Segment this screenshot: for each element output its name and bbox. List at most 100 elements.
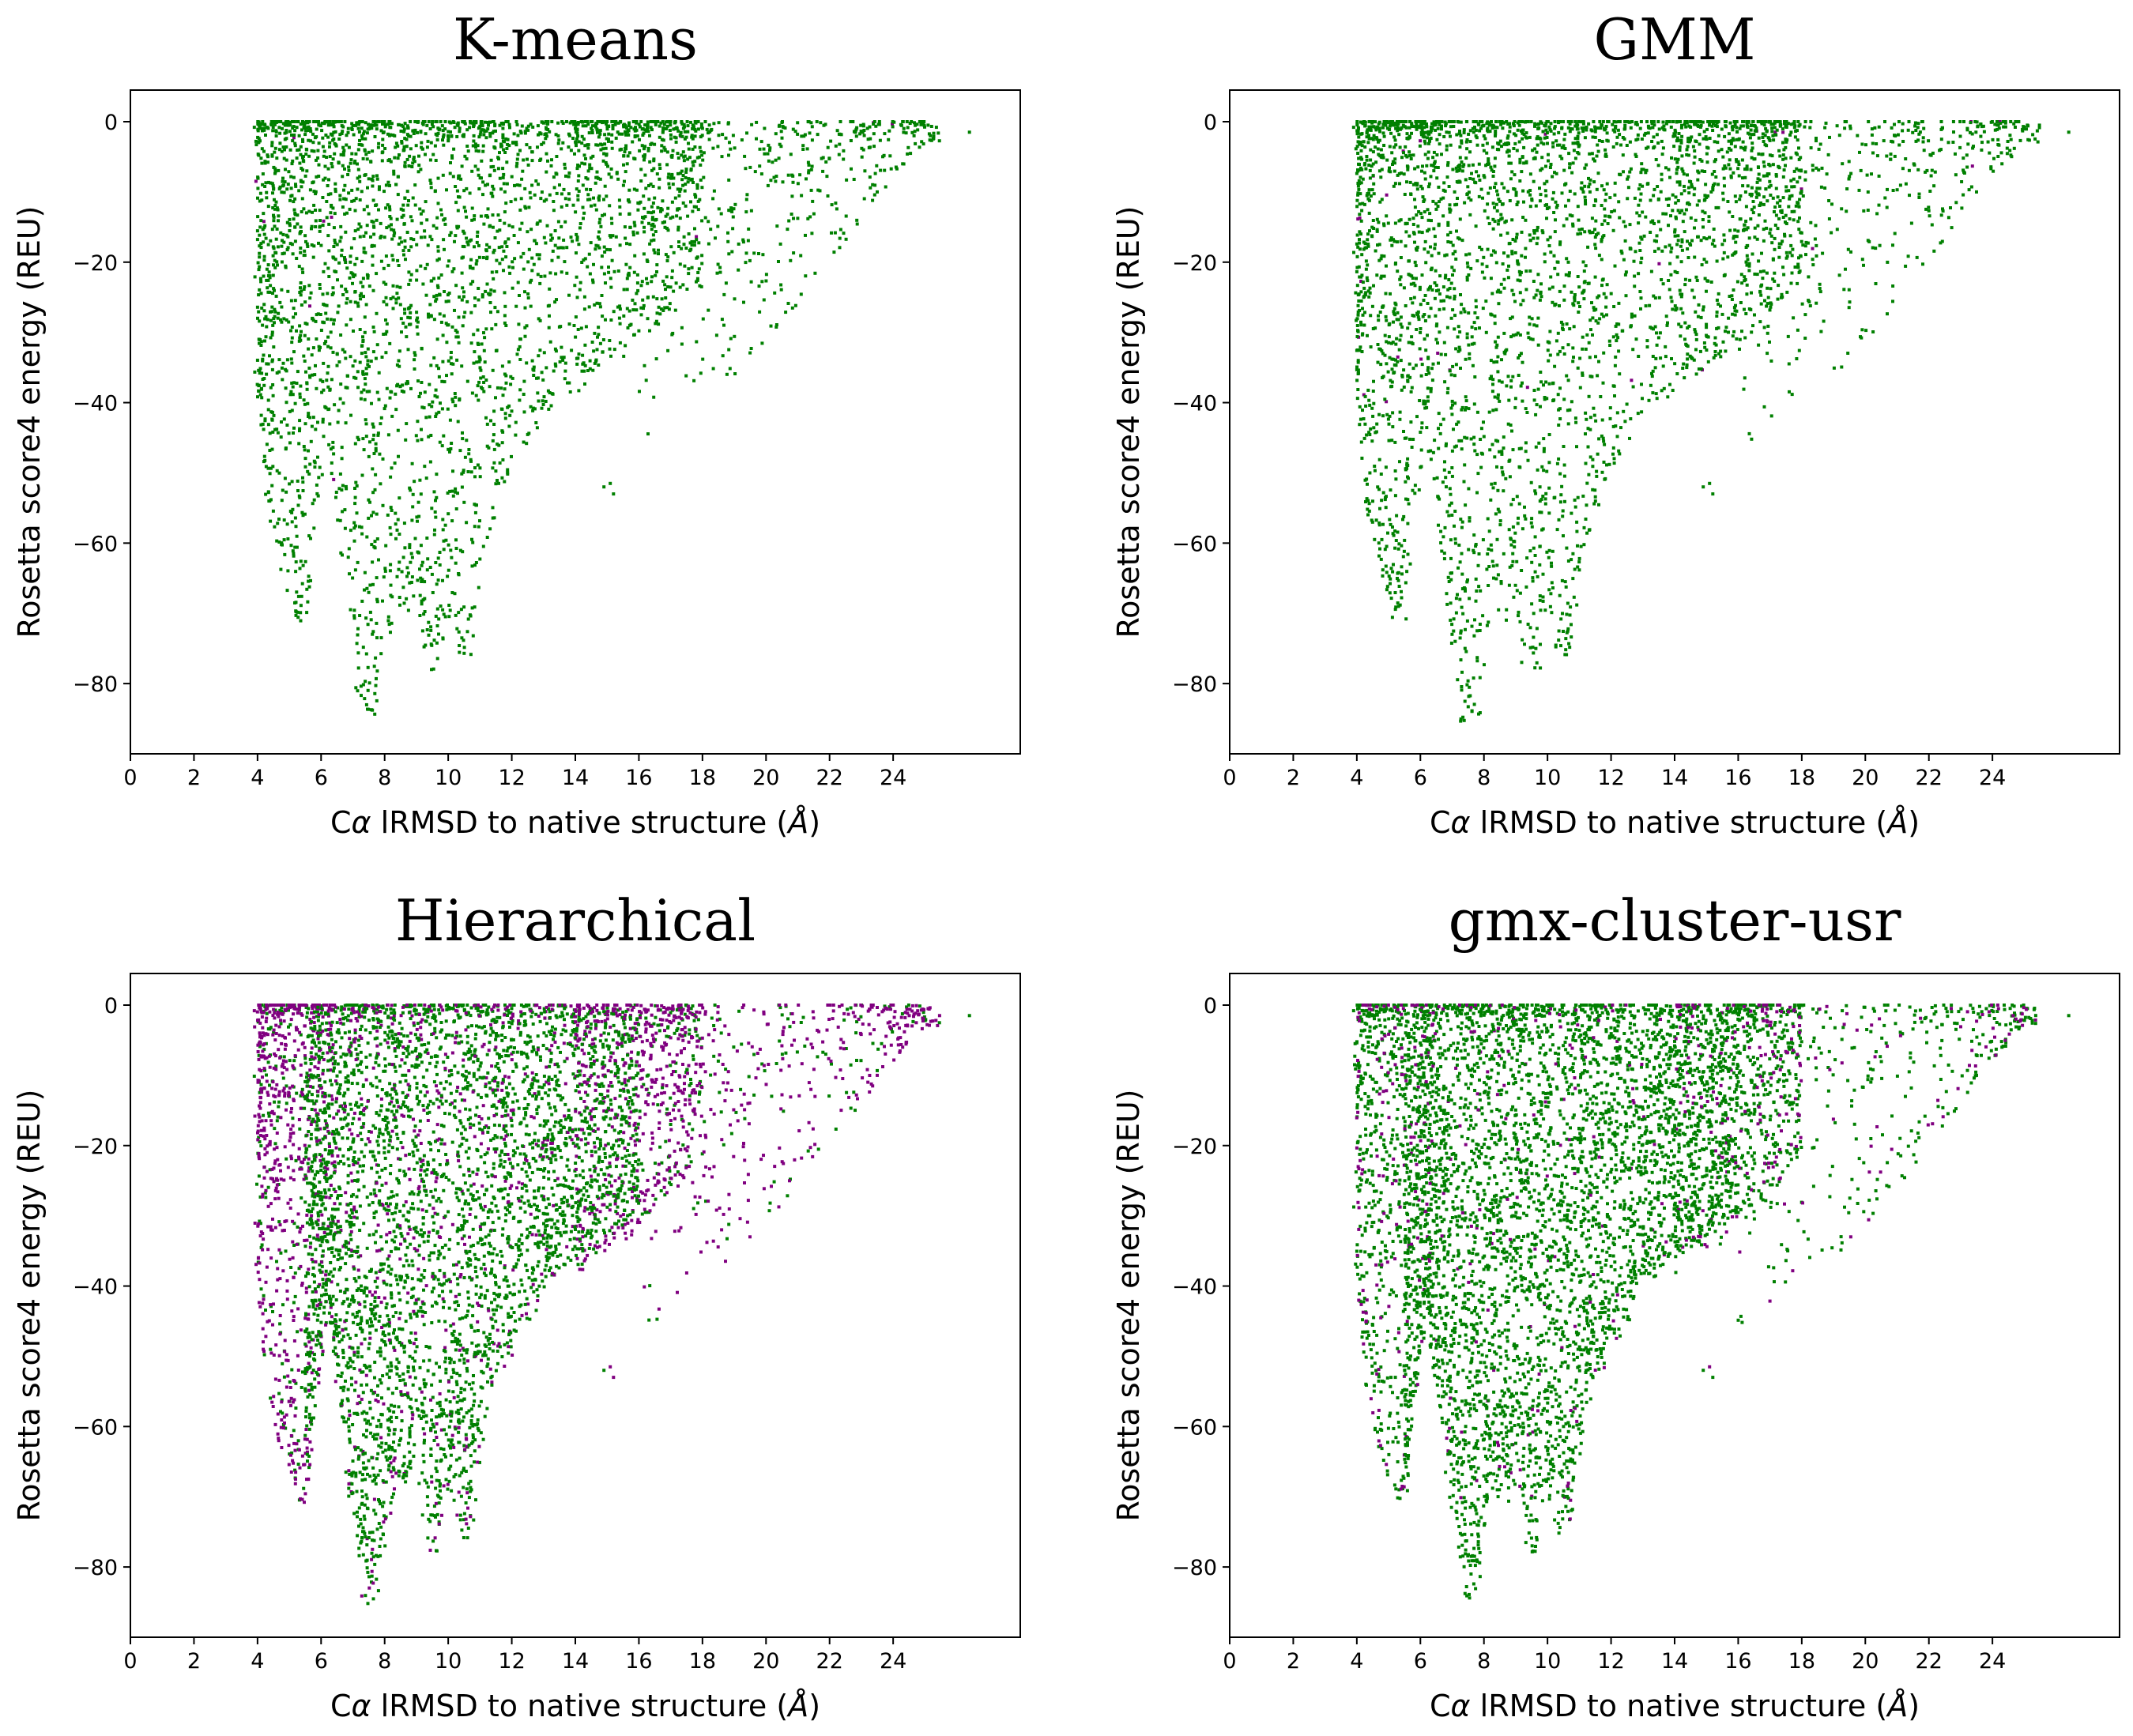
scatter-point-selected — [352, 608, 356, 612]
scatter-point-selected — [563, 361, 567, 365]
scatter-point-selected — [449, 121, 453, 125]
scatter-point-selected — [661, 129, 665, 133]
scatter-point-selected — [1449, 492, 1453, 496]
scatter-point-unselected — [1362, 393, 1366, 397]
scatter-point-selected — [1798, 175, 1802, 179]
scatter-point-selected — [360, 292, 363, 296]
scatter-point-selected — [379, 416, 383, 420]
scatter-point-selected — [518, 228, 522, 232]
scatter-point-selected — [626, 128, 630, 132]
scatter-point-selected — [360, 137, 364, 141]
scatter-point-selected — [403, 164, 407, 168]
scatter-point-selected — [460, 485, 464, 489]
scatter-point-selected — [577, 243, 581, 247]
x-axis-label-part: Å — [786, 805, 808, 840]
scatter-point-selected — [872, 193, 876, 197]
scatter-point-selected — [915, 122, 919, 126]
scatter-point-selected — [504, 324, 508, 327]
scatter-point-selected — [453, 239, 456, 243]
scatter-point-selected — [849, 120, 853, 123]
scatter-point-selected — [608, 204, 612, 208]
scatter-point-selected — [1591, 458, 1595, 461]
scatter-point-selected — [420, 438, 424, 442]
scatter-point-selected — [554, 364, 558, 368]
scatter-point-selected — [585, 187, 589, 191]
scatter-point-selected — [1355, 365, 1359, 369]
scatter-point-selected — [923, 125, 926, 129]
scatter-point-selected — [318, 224, 322, 228]
scatter-point-selected — [697, 241, 701, 245]
scatter-point-selected — [510, 175, 514, 179]
scatter-point-selected — [473, 245, 476, 249]
scatter-point-selected — [450, 154, 454, 158]
scatter-point-selected — [447, 543, 450, 547]
scatter-point-selected — [450, 372, 454, 376]
scatter-point-selected — [398, 384, 402, 388]
scatter-point-selected — [639, 284, 643, 288]
scatter-point-selected — [632, 270, 636, 274]
scatter-point-selected — [1618, 120, 1622, 123]
scatter-point-selected — [891, 120, 895, 123]
scatter-point-selected — [483, 130, 487, 134]
scatter-point-selected — [342, 197, 346, 201]
scatter-point-selected — [1519, 352, 1523, 356]
scatter-point-selected — [1743, 307, 1746, 311]
scatter-point-selected — [707, 308, 710, 312]
scatter-point-selected — [268, 499, 272, 503]
y-tick-label: 0 — [104, 111, 118, 135]
scatter-point-selected — [383, 120, 386, 123]
scatter-point-selected — [1617, 322, 1621, 326]
scatter-point-selected — [488, 527, 492, 531]
scatter-point-selected — [631, 140, 635, 144]
scatter-point-selected — [1733, 145, 1737, 149]
scatter-point-selected — [491, 466, 495, 470]
scatter-point-selected — [379, 236, 383, 239]
scatter-point-selected — [363, 397, 367, 401]
scatter-point-selected — [665, 259, 669, 262]
scatter-point-selected — [727, 153, 730, 157]
scatter-point-selected — [665, 306, 669, 310]
scatter-point-selected — [550, 258, 554, 262]
scatter-point-selected — [1474, 224, 1478, 228]
scatter-point-selected — [297, 494, 301, 498]
scatter-point-selected — [264, 236, 268, 240]
scatter-point-selected — [692, 243, 696, 247]
scatter-point-selected — [299, 247, 303, 250]
scatter-point-selected — [347, 547, 351, 551]
scatter-point-selected — [598, 305, 602, 309]
scatter-point-selected — [416, 120, 420, 123]
scatter-point-selected — [1680, 154, 1684, 158]
scatter-point-selected — [690, 243, 694, 247]
scatter-point-selected — [513, 183, 516, 187]
scatter-point-selected — [347, 145, 351, 149]
scatter-point-selected — [326, 408, 330, 412]
scatter-point-selected — [540, 142, 544, 146]
scatter-point-selected — [341, 130, 345, 134]
scatter-point-selected — [612, 269, 616, 273]
scatter-point-selected — [444, 322, 448, 326]
scatter-point-selected — [1358, 213, 1362, 217]
scatter-point-selected — [341, 401, 345, 405]
scatter-point-selected — [341, 150, 345, 154]
scatter-point-selected — [364, 680, 367, 683]
scatter-point-selected — [331, 291, 335, 295]
scatter-point-selected — [342, 149, 346, 153]
scatter-point-selected — [441, 333, 445, 337]
scatter-point-selected — [450, 362, 453, 366]
scatter-point-selected — [263, 224, 267, 228]
scatter-point-selected — [385, 330, 389, 333]
scatter-point-selected — [431, 400, 435, 404]
x-tick-label: 6 — [315, 766, 328, 790]
scatter-point-selected — [612, 348, 616, 352]
scatter-point-selected — [1464, 156, 1468, 160]
scatter-point-selected — [755, 137, 758, 141]
scatter-point-selected — [456, 491, 459, 495]
scatter-point-selected — [1745, 164, 1749, 168]
scatter-point-selected — [1545, 136, 1549, 139]
scatter-point-selected — [1710, 124, 1714, 128]
scatter-point-selected — [432, 356, 436, 360]
scatter-point-selected — [1571, 222, 1575, 226]
scatter-point-selected — [1359, 149, 1363, 153]
scatter-point-selected — [307, 415, 310, 418]
scatter-point-selected — [646, 146, 650, 150]
